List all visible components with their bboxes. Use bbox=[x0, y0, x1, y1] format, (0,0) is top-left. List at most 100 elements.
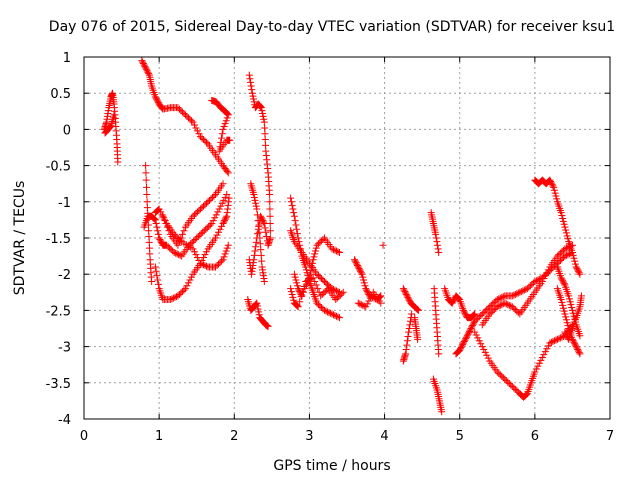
data-point bbox=[560, 220, 568, 228]
data-point bbox=[534, 362, 542, 370]
data-point bbox=[196, 205, 204, 213]
data-point bbox=[266, 198, 274, 206]
data-point bbox=[166, 296, 174, 304]
data-point bbox=[221, 250, 229, 258]
data-point bbox=[560, 280, 568, 288]
data-point bbox=[302, 263, 310, 271]
data-point bbox=[219, 256, 227, 264]
data-point bbox=[331, 311, 339, 319]
data-point bbox=[481, 307, 489, 315]
data-point bbox=[502, 300, 510, 308]
data-point bbox=[402, 350, 410, 358]
data-point bbox=[406, 317, 414, 325]
data-point bbox=[159, 212, 167, 220]
data-point bbox=[377, 299, 385, 307]
data-point bbox=[250, 191, 258, 199]
data-point bbox=[150, 214, 158, 222]
data-point bbox=[510, 384, 518, 392]
y-tick-label: 1 bbox=[63, 51, 71, 66]
data-point bbox=[547, 179, 555, 187]
data-point bbox=[196, 133, 204, 141]
series-track-x bbox=[427, 209, 443, 256]
data-point bbox=[399, 285, 407, 293]
data-point bbox=[245, 71, 253, 79]
series-track-q bbox=[287, 274, 347, 311]
data-point bbox=[225, 194, 233, 202]
data-point bbox=[260, 115, 268, 123]
data-point bbox=[329, 246, 337, 254]
data-point bbox=[266, 227, 274, 235]
data-point bbox=[526, 282, 534, 290]
data-point bbox=[574, 267, 582, 275]
data-point bbox=[222, 214, 230, 222]
data-point bbox=[220, 196, 228, 204]
data-point bbox=[556, 249, 564, 257]
data-point bbox=[379, 241, 387, 249]
data-point bbox=[196, 259, 204, 267]
data-point bbox=[255, 228, 263, 236]
data-point bbox=[172, 249, 180, 257]
data-point bbox=[142, 162, 150, 170]
data-point bbox=[144, 68, 152, 76]
data-point bbox=[188, 238, 196, 246]
data-point bbox=[196, 231, 204, 239]
data-point bbox=[329, 285, 337, 293]
data-point bbox=[202, 262, 210, 270]
data-point bbox=[469, 311, 477, 319]
data-point bbox=[402, 345, 410, 353]
series-track-o bbox=[287, 227, 343, 296]
data-point bbox=[435, 350, 443, 358]
data-point bbox=[335, 293, 343, 301]
data-point bbox=[496, 294, 504, 302]
y-tick-label: 0 bbox=[63, 123, 71, 138]
data-point bbox=[432, 230, 440, 238]
data-point bbox=[308, 275, 316, 283]
data-point bbox=[520, 286, 528, 294]
data-point bbox=[496, 301, 504, 309]
data-point bbox=[318, 290, 326, 298]
data-point bbox=[294, 234, 302, 242]
data-point bbox=[556, 256, 564, 264]
data-point bbox=[365, 297, 373, 305]
data-point bbox=[493, 296, 501, 304]
data-point bbox=[540, 351, 548, 359]
data-point bbox=[496, 371, 504, 379]
data-point bbox=[360, 279, 368, 287]
data-point bbox=[414, 335, 422, 343]
data-point bbox=[486, 310, 494, 318]
data-point bbox=[287, 285, 295, 293]
data-point bbox=[266, 205, 274, 213]
data-point bbox=[466, 326, 474, 334]
data-point bbox=[541, 348, 549, 356]
data-point bbox=[288, 290, 296, 298]
data-point bbox=[299, 288, 307, 296]
data-point bbox=[142, 169, 150, 177]
data-point bbox=[294, 285, 302, 293]
data-point bbox=[465, 329, 473, 337]
data-point bbox=[546, 339, 554, 347]
data-point bbox=[498, 293, 506, 301]
data-point bbox=[522, 391, 530, 399]
data-point bbox=[252, 199, 260, 207]
data-point bbox=[360, 276, 368, 284]
data-point bbox=[152, 220, 160, 228]
data-point bbox=[180, 109, 188, 117]
data-point bbox=[308, 259, 316, 267]
data-point bbox=[216, 225, 224, 233]
y-tick-label: -1 bbox=[58, 196, 71, 211]
data-point bbox=[199, 136, 207, 144]
data-point bbox=[303, 269, 311, 277]
series-track-ah bbox=[561, 292, 585, 343]
data-point bbox=[153, 96, 161, 104]
data-point bbox=[325, 282, 333, 290]
y-tick-label: -2 bbox=[58, 268, 71, 283]
data-point bbox=[552, 192, 560, 200]
series-track-ac bbox=[471, 321, 576, 401]
data-point bbox=[151, 216, 159, 224]
data-point bbox=[463, 332, 471, 340]
data-point bbox=[219, 125, 227, 133]
data-point bbox=[221, 215, 229, 223]
data-point bbox=[362, 303, 370, 311]
data-point bbox=[565, 250, 573, 258]
data-point bbox=[246, 75, 254, 83]
